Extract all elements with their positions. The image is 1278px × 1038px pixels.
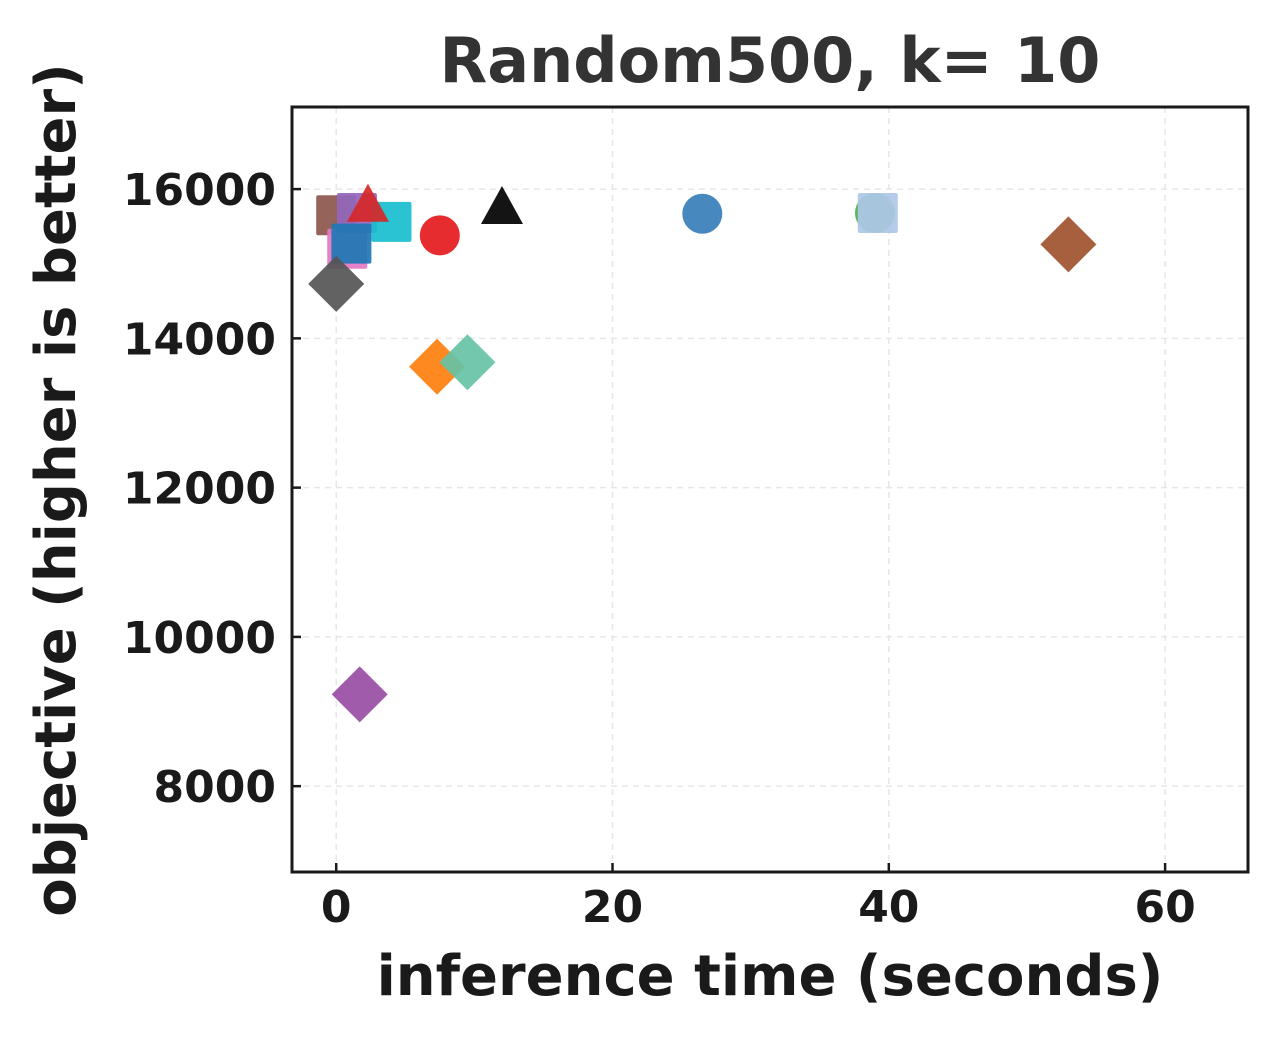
y-axis-label: objective (higher is better) <box>24 63 89 916</box>
data-point-diamond <box>308 255 365 312</box>
data-point-circle <box>419 215 460 256</box>
data-point-diamond <box>1040 216 1097 273</box>
chart-title: Random500, k= 10 <box>440 24 1101 97</box>
x-tick-label: 0 <box>321 882 352 933</box>
axis-ticks: 0 20 40 60 8000 10000 12000 14000 16000 <box>123 165 1196 933</box>
data-point-square <box>331 223 372 264</box>
grid-lines <box>292 107 1248 872</box>
y-tick-label: 14000 <box>123 314 276 365</box>
y-tick-label: 8000 <box>154 762 276 813</box>
data-point-square <box>857 192 898 233</box>
x-tick-label: 20 <box>582 882 643 933</box>
plot-frame <box>290 105 1250 874</box>
x-tick-label: 60 <box>1134 882 1195 933</box>
data-points <box>308 183 1097 723</box>
data-point-triangle <box>346 183 389 222</box>
y-tick-label: 10000 <box>123 613 276 664</box>
y-tick-label: 12000 <box>123 464 276 515</box>
x-tick-label: 40 <box>858 882 919 933</box>
y-tick-label: 16000 <box>123 165 276 216</box>
data-point-diamond <box>439 334 496 391</box>
x-axis-label: inference time (seconds) <box>377 944 1164 1009</box>
data-point-circle <box>682 193 723 234</box>
data-point-triangle <box>480 185 523 224</box>
data-point-diamond <box>331 666 388 723</box>
